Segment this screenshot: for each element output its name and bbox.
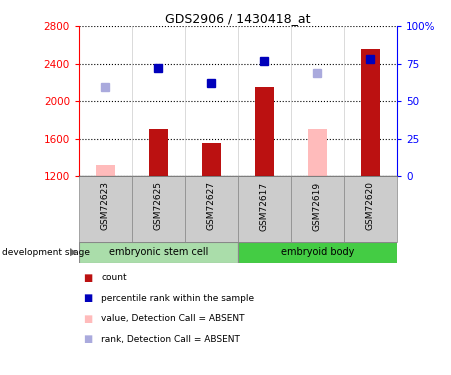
Bar [79,176,132,242]
Bar [291,176,344,242]
Bar [255,87,274,176]
Text: GSM72627: GSM72627 [207,182,216,231]
Bar [149,129,168,176]
Text: GSM72620: GSM72620 [366,182,375,231]
Text: value, Detection Call = ABSENT: value, Detection Call = ABSENT [101,314,245,323]
Text: ■: ■ [83,314,93,324]
Text: development stage: development stage [2,248,90,256]
Text: ■: ■ [83,293,93,303]
Bar [361,49,380,176]
Text: embryonic stem cell: embryonic stem cell [109,247,208,257]
Bar [132,176,185,242]
Text: GSM72623: GSM72623 [101,182,110,231]
Text: rank, Detection Call = ABSENT: rank, Detection Call = ABSENT [101,335,240,344]
Text: ■: ■ [83,273,93,282]
Bar [344,176,397,242]
Bar [185,176,238,242]
Text: embryoid body: embryoid body [281,247,354,257]
Bar [202,142,221,176]
Bar [308,129,327,176]
Bar [238,242,397,262]
Text: percentile rank within the sample: percentile rank within the sample [101,294,255,303]
Bar [238,176,291,242]
Text: GSM72619: GSM72619 [313,182,322,231]
Text: ▶: ▶ [70,247,78,257]
Bar [79,242,238,262]
Text: GSM72625: GSM72625 [154,182,163,231]
Text: count: count [101,273,127,282]
Bar [96,165,115,176]
Title: GDS2906 / 1430418_at: GDS2906 / 1430418_at [165,12,311,25]
Text: GSM72617: GSM72617 [260,182,269,231]
Text: ■: ■ [83,334,93,344]
